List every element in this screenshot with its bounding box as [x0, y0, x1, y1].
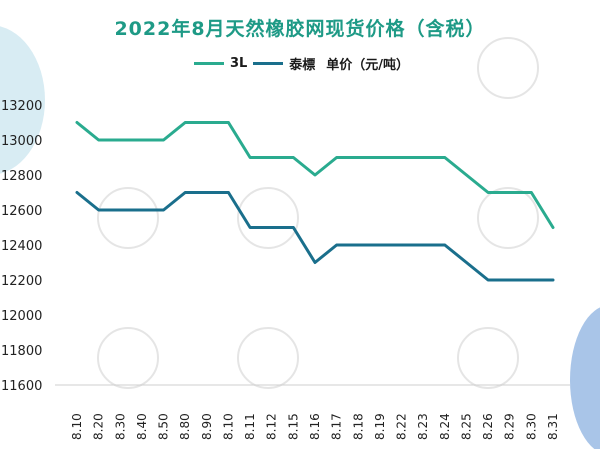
data-point-3l: [227, 121, 230, 124]
legend-swatch-3l: [193, 62, 224, 65]
x-tick-label: 8.10: [221, 413, 235, 440]
data-point-thai-standard: [400, 243, 403, 247]
data-point-3l: [313, 173, 317, 177]
data-point-thai-standard: [335, 243, 338, 247]
data-point-3l: [508, 191, 511, 194]
data-point-thai-standard: [313, 261, 317, 264]
data-point-thai-standard: [465, 261, 468, 264]
x-tick-label: 8.29: [503, 413, 517, 440]
y-tick-label: 11800: [1, 344, 42, 359]
y-tick-label: 13200: [1, 99, 42, 114]
x-tick-label: 8.18: [351, 413, 365, 440]
unit-label: 单价（元/吨）: [326, 58, 410, 73]
data-point-3l: [486, 191, 490, 194]
data-point-thai-standard: [421, 243, 425, 247]
data-point-thai-standard: [183, 191, 187, 194]
legend: 3L 泰標 单价（元/吨）: [0, 54, 600, 73]
legend-item-thai-standard: 泰標: [253, 54, 315, 73]
data-point-thai-standard: [530, 278, 533, 282]
x-tick-label: 8.50: [157, 413, 171, 440]
legend-item-3l: 3L: [193, 56, 248, 71]
data-point-3l: [465, 173, 468, 177]
y-tick-label: 12600: [1, 204, 42, 219]
series-line-thai-standard: [75, 191, 555, 282]
data-point-thai-standard: [551, 278, 555, 282]
x-tick-label: 8.80: [178, 413, 192, 440]
data-point-3l: [400, 156, 403, 159]
x-tick-label: 8.23: [416, 413, 430, 440]
data-point-3l: [119, 138, 122, 142]
x-tick-label: 8.24: [438, 413, 452, 440]
x-tick-label: 8.30: [524, 413, 538, 440]
data-point-3l: [335, 156, 338, 159]
x-tick-label: 8.30: [113, 413, 127, 440]
x-tick-label: 8.10: [70, 413, 84, 440]
data-point-thai-standard: [357, 243, 360, 247]
legend-label-3l: 3L: [229, 56, 248, 71]
data-point-3l: [205, 121, 209, 124]
legend-swatch-thai-standard: [253, 62, 284, 65]
data-point-thai-standard: [97, 208, 100, 212]
y-tick-label: 11600: [1, 379, 42, 394]
chart-title: 2022年8月天然橡胶网现货价格（含税）: [114, 18, 486, 40]
x-tick-label: 8.11: [243, 413, 257, 440]
y-tick-label: 12200: [1, 274, 42, 289]
y-tick-label: 12400: [1, 239, 42, 254]
data-point-3l: [140, 138, 144, 142]
data-point-thai-standard: [443, 243, 447, 247]
data-point-thai-standard: [378, 243, 382, 247]
data-point-3l: [378, 156, 382, 159]
x-tick-label: 8.22: [395, 413, 409, 440]
data-point-3l: [421, 156, 425, 159]
x-tick-label: 8.12: [265, 413, 279, 440]
x-tick-label: 8.26: [481, 413, 495, 440]
data-point-3l: [183, 121, 187, 124]
y-tick-label: 13000: [1, 134, 42, 149]
data-point-3l: [75, 121, 79, 124]
data-point-thai-standard: [486, 278, 490, 282]
data-point-thai-standard: [248, 226, 252, 229]
legend-label-thai-standard: 泰標: [289, 58, 316, 73]
x-tick-label: 8.90: [200, 413, 214, 440]
data-point-thai-standard: [162, 208, 165, 212]
data-point-thai-standard: [119, 208, 122, 212]
data-point-3l: [551, 226, 555, 229]
data-point-3l: [97, 138, 100, 142]
data-point-thai-standard: [140, 208, 144, 212]
y-tick-label: 12800: [1, 169, 42, 184]
x-tick-label: 8.15: [286, 413, 300, 440]
data-point-3l: [292, 156, 295, 159]
data-point-3l: [162, 138, 165, 142]
data-point-thai-standard: [270, 226, 273, 229]
data-point-thai-standard: [205, 191, 209, 194]
y-tick-label: 12000: [1, 309, 42, 324]
x-tick-label: 8.25: [459, 413, 473, 440]
x-tick-label: 8.17: [330, 413, 344, 440]
x-tick-label: 8.19: [373, 413, 387, 440]
x-tick-label: 8.31: [546, 413, 560, 440]
data-point-3l: [357, 156, 360, 159]
data-point-thai-standard: [227, 191, 230, 194]
data-point-3l: [248, 156, 252, 159]
data-point-thai-standard: [75, 191, 79, 194]
x-tick-label: 8.40: [135, 413, 149, 440]
data-point-3l: [443, 156, 447, 159]
data-point-thai-standard: [508, 278, 511, 282]
x-tick-label: 8.20: [92, 413, 106, 440]
data-point-3l: [530, 191, 533, 194]
x-tick-label: 8.16: [308, 413, 322, 440]
data-point-thai-standard: [292, 226, 295, 229]
data-point-3l: [270, 156, 273, 159]
